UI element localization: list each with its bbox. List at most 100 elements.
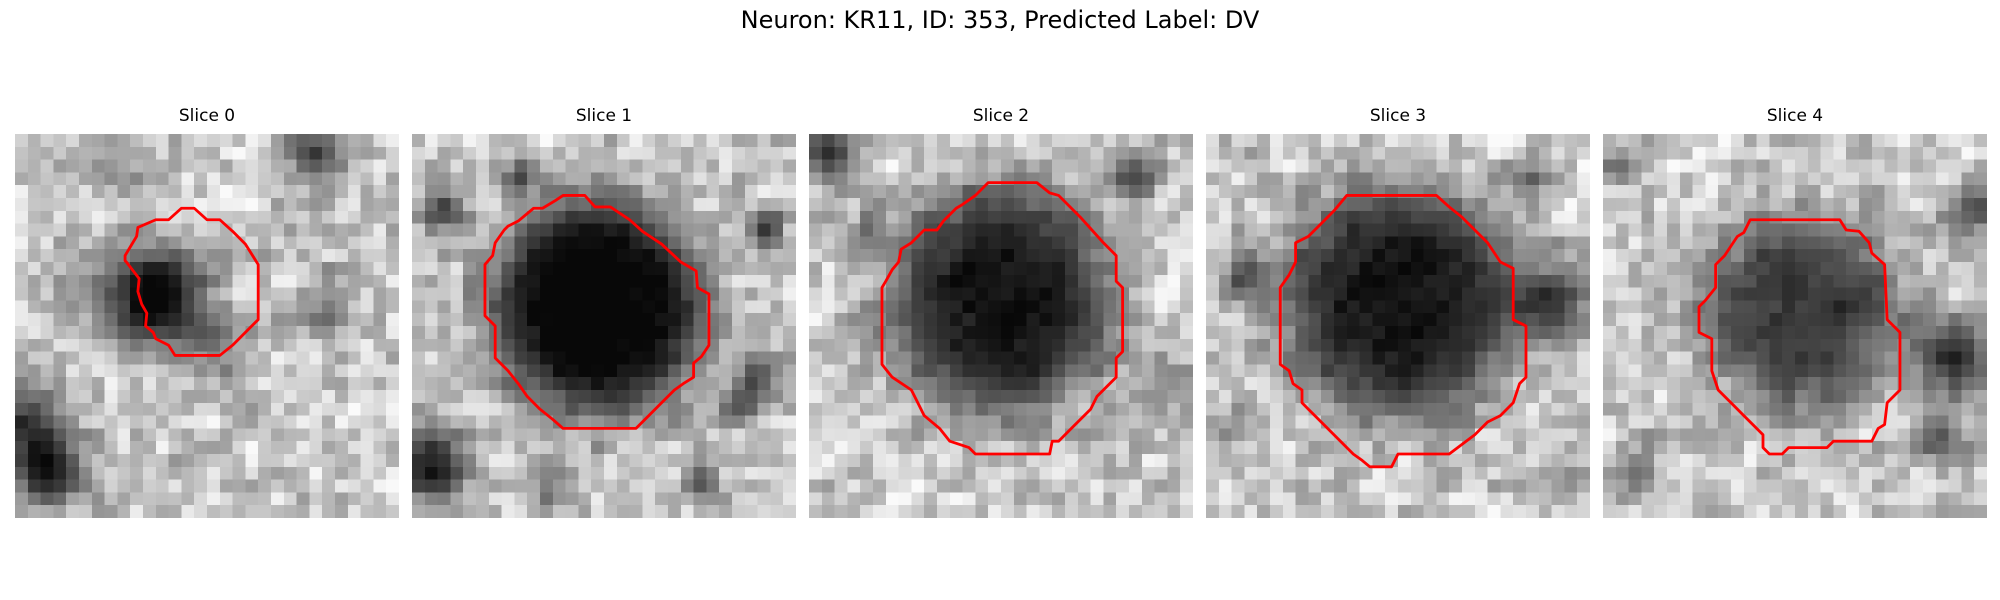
image-pixel	[143, 428, 157, 442]
image-pixel	[1923, 198, 1937, 212]
image-pixel	[130, 377, 144, 391]
image-pixel	[616, 185, 630, 199]
image-pixel	[744, 466, 758, 480]
image-pixel	[296, 377, 310, 391]
image-pixel	[1961, 351, 1975, 365]
image-pixel	[693, 210, 707, 224]
image-pixel	[540, 326, 554, 340]
image-pixel	[1257, 223, 1271, 237]
image-pixel	[975, 313, 989, 327]
image-pixel	[347, 210, 361, 224]
image-pixel	[1436, 210, 1450, 224]
image-pixel	[155, 300, 169, 314]
image-pixel	[1603, 172, 1617, 186]
image-pixel	[1935, 415, 1949, 429]
image-pixel	[91, 274, 105, 288]
image-pixel	[104, 198, 118, 212]
image-pixel	[1615, 441, 1629, 455]
image-pixel	[1346, 338, 1360, 352]
image-pixel	[1871, 390, 1885, 404]
image-pixel	[1141, 351, 1155, 365]
image-pixel	[1436, 172, 1450, 186]
image-pixel	[527, 313, 541, 327]
image-pixel	[1731, 466, 1745, 480]
image-pixel	[181, 377, 195, 391]
image-pixel	[924, 198, 938, 212]
image-pixel	[1039, 274, 1053, 288]
image-pixel	[1257, 364, 1271, 378]
image-pixel	[1756, 172, 1770, 186]
image-pixel	[66, 185, 80, 199]
image-pixel	[1295, 287, 1309, 301]
image-pixel	[1859, 249, 1873, 263]
image-pixel	[79, 377, 93, 391]
image-pixel	[1603, 326, 1617, 340]
image-pixel	[155, 479, 169, 493]
image-pixel	[847, 198, 861, 212]
image-pixel	[591, 236, 605, 250]
image-pixel	[911, 287, 925, 301]
image-pixel	[898, 428, 912, 442]
image-pixel	[1180, 492, 1193, 506]
image-pixel	[1423, 146, 1437, 160]
image-pixel	[540, 236, 554, 250]
image-pixel	[1372, 210, 1386, 224]
image-pixel	[335, 441, 349, 455]
image-pixel	[219, 377, 233, 391]
image-pixel	[283, 172, 297, 186]
image-pixel	[988, 198, 1002, 212]
image-pixel	[155, 274, 169, 288]
image-pixel	[463, 454, 477, 468]
image-pixel	[347, 505, 361, 518]
image-pixel	[1141, 505, 1155, 518]
image-pixel	[565, 287, 579, 301]
image-pixel	[1359, 262, 1373, 276]
image-pixel	[873, 326, 887, 340]
image-pixel	[1961, 146, 1975, 160]
image-pixel	[245, 441, 259, 455]
image-pixel	[1897, 492, 1911, 506]
image-pixel	[373, 210, 387, 224]
image-pixel	[1551, 377, 1565, 391]
image-pixel	[296, 364, 310, 378]
image-pixel	[27, 466, 41, 480]
image-pixel	[1795, 402, 1809, 416]
image-pixel	[1833, 262, 1847, 276]
image-pixel	[1513, 338, 1527, 352]
image-pixel	[335, 313, 349, 327]
image-pixel	[386, 377, 399, 391]
image-pixel	[15, 492, 29, 506]
image-pixel	[693, 466, 707, 480]
image-pixel	[373, 249, 387, 263]
image-pixel	[821, 223, 835, 237]
image-pixel	[258, 441, 272, 455]
image-pixel	[1718, 262, 1732, 276]
image-pixel	[1180, 428, 1193, 442]
image-pixel	[744, 441, 758, 455]
image-pixel	[744, 287, 758, 301]
image-pixel	[1551, 492, 1565, 506]
image-pixel	[1180, 377, 1193, 391]
image-pixel	[1103, 351, 1117, 365]
image-pixel	[501, 287, 515, 301]
image-pixel	[194, 262, 208, 276]
image-pixel	[1154, 313, 1168, 327]
image-pixel	[117, 134, 131, 148]
image-pixel	[1090, 364, 1104, 378]
image-pixel	[949, 505, 963, 518]
image-pixel	[1935, 428, 1949, 442]
image-pixel	[1807, 300, 1821, 314]
image-pixel	[1538, 351, 1552, 365]
image-pixel	[1679, 185, 1693, 199]
image-pixel	[719, 249, 733, 263]
image-pixel	[1154, 377, 1168, 391]
image-pixel	[540, 172, 554, 186]
image-pixel	[1065, 172, 1079, 186]
image-pixel	[476, 415, 490, 429]
image-pixel	[168, 300, 182, 314]
image-pixel	[322, 479, 336, 493]
image-pixel	[488, 223, 502, 237]
image-pixel	[744, 377, 758, 391]
image-pixel	[1141, 390, 1155, 404]
image-pixel	[91, 313, 105, 327]
